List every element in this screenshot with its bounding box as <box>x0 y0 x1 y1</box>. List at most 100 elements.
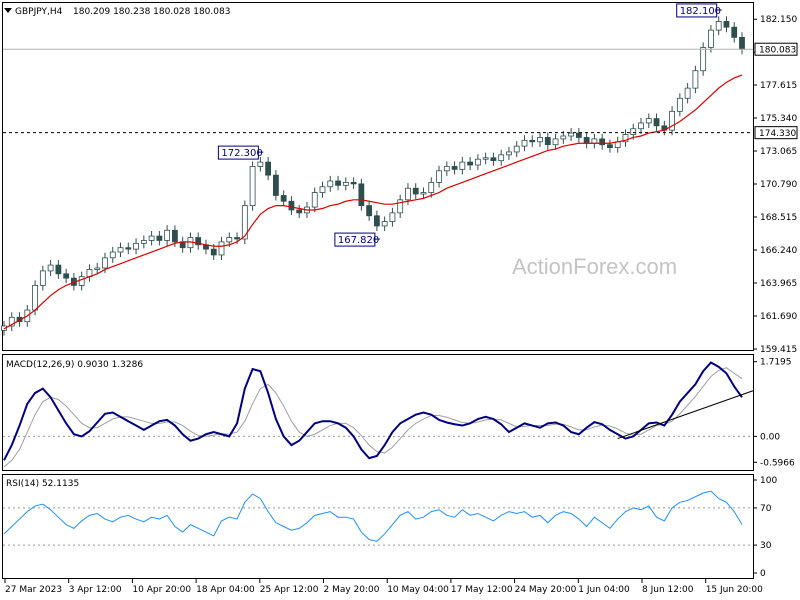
candle-body <box>537 137 543 143</box>
candle-body <box>474 158 481 166</box>
xtick-label: 18 Apr 04:00 <box>196 585 255 595</box>
candle-body <box>513 145 520 153</box>
price-ytick-label: 166.240 <box>760 246 797 256</box>
candle-body <box>669 110 675 131</box>
price-ytick-label: 182.150 <box>760 15 797 25</box>
rsi-ytick-label: 70 <box>760 504 772 514</box>
candle-body <box>148 235 155 241</box>
candle-body <box>373 215 380 227</box>
candle-body <box>684 87 691 99</box>
macd-trendline <box>617 390 754 440</box>
candle-body <box>241 205 248 240</box>
candle-body <box>506 151 512 156</box>
candle-body <box>739 36 745 50</box>
candle-body <box>335 180 341 186</box>
candle-body <box>715 21 722 31</box>
price-ytick-label: 173.065 <box>760 147 797 157</box>
candle-body <box>482 157 489 160</box>
candle-body <box>94 267 101 270</box>
candle-body <box>249 166 256 207</box>
watermark: ActionForex.com <box>512 254 677 279</box>
candle-body <box>125 247 132 250</box>
price-marker-box <box>754 126 798 140</box>
macd-ytick-label: -0.5966 <box>760 458 795 468</box>
price-annotation: 182.100 <box>676 3 722 18</box>
price-annotation: 172.300 <box>217 145 264 160</box>
candle-body <box>381 221 388 227</box>
candle-body <box>389 212 396 222</box>
candle-body <box>327 180 334 188</box>
candle-body <box>630 128 637 135</box>
candle-body <box>467 161 474 166</box>
price-marker-box <box>754 42 798 56</box>
collapse-triangle-icon[interactable] <box>4 8 12 13</box>
price-panel <box>2 2 754 351</box>
xtick-label: 10 May 04:00 <box>387 585 449 595</box>
candle-body <box>164 229 171 241</box>
candle-body <box>544 137 551 146</box>
price-ytick-label: 163.965 <box>760 279 797 289</box>
xtick-label: 3 Apr 12:00 <box>69 585 122 595</box>
rsi-panel <box>2 474 754 579</box>
candle-body <box>366 205 373 217</box>
price-ytick-label: 177.615 <box>760 81 797 91</box>
candle-body <box>195 237 202 246</box>
candle-body <box>498 154 505 162</box>
candle-body <box>342 182 349 186</box>
candle-body <box>583 137 590 144</box>
macd-series-layer <box>3 361 754 468</box>
candle-body <box>218 241 225 256</box>
candle-body <box>575 132 582 138</box>
candle-body <box>350 182 357 185</box>
candle-body <box>319 186 326 193</box>
candle-body <box>63 273 70 279</box>
price-ytick-label: 170.790 <box>760 180 797 190</box>
candle-body <box>133 242 139 250</box>
header: GBPJPY,H4 180.209 180.238 180.028 180.08… <box>4 7 230 17</box>
candle-body <box>591 138 598 144</box>
ohlc-values: 180.209 180.238 180.028 180.083 <box>73 7 230 17</box>
candle-body <box>102 257 108 269</box>
xtick-label: 24 May 20:00 <box>515 585 577 595</box>
xtick-label: 10 Apr 20:00 <box>132 585 191 595</box>
candle-body <box>156 235 163 241</box>
candle-body <box>405 187 411 201</box>
macd-signal-line <box>3 367 743 468</box>
axis-layer: 182.150179.875177.615175.340173.065170.7… <box>4 15 798 595</box>
candle-body <box>140 240 147 244</box>
candle-body <box>676 97 683 112</box>
candle-body <box>8 316 15 327</box>
candle-body <box>560 135 567 140</box>
candle-body <box>265 161 272 176</box>
annotation-text: 182.100 <box>680 6 721 17</box>
xtick-label: 1 Jun 04:00 <box>578 585 630 595</box>
candle-body <box>272 174 279 196</box>
macd-ytick-label: 0.00 <box>760 432 780 442</box>
candle-body <box>731 26 738 38</box>
candle-body <box>78 276 85 286</box>
price-marker-label: 174.330 <box>759 129 796 139</box>
price-ytick-label: 168.515 <box>760 213 797 223</box>
price-marker-label: 180.083 <box>759 46 796 56</box>
rsi-label: RSI(14) 52.1135 <box>6 479 79 489</box>
candle-body <box>428 182 435 193</box>
candle-body <box>568 132 574 137</box>
candle-body <box>47 264 54 272</box>
candle-body <box>55 264 62 275</box>
rsi-line <box>3 490 743 542</box>
macd-line <box>3 361 743 461</box>
candle-body <box>436 170 442 183</box>
candle-body <box>443 166 450 172</box>
candle-body <box>210 248 217 256</box>
annotation-text: 172.300 <box>221 148 262 159</box>
xtick-label: 17 May 12:00 <box>451 585 513 595</box>
price-annotation: 167.820 <box>334 232 380 247</box>
candle-body <box>692 70 699 89</box>
candle-body <box>288 200 295 211</box>
xtick-label: 15 Jun 20:00 <box>706 585 763 595</box>
rsi-series-layer <box>3 490 753 546</box>
price-ytick-label: 159.415 <box>760 345 797 355</box>
candle-body <box>552 138 559 146</box>
candle-body <box>311 192 318 208</box>
